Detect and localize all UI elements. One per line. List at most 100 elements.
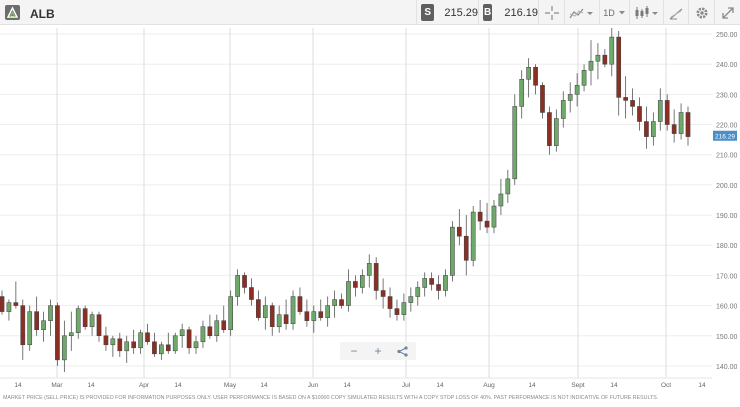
timeframe-selector[interactable]: 1D <box>599 0 629 25</box>
candle <box>186 326 192 354</box>
candle <box>581 64 587 92</box>
zoom-controls: − + <box>340 342 416 360</box>
share-icon <box>396 345 408 357</box>
drawing-tools-button[interactable] <box>663 0 688 25</box>
candle <box>332 290 337 318</box>
x-tick-label: 14 <box>87 382 95 389</box>
candle <box>443 269 448 297</box>
candle <box>512 94 518 185</box>
candle <box>20 299 26 360</box>
candle <box>138 329 143 354</box>
candle <box>103 326 109 351</box>
candle <box>172 332 178 354</box>
sell-price-value: 215.29 <box>444 6 478 19</box>
candle <box>339 293 344 309</box>
candle <box>505 169 511 203</box>
candle <box>353 275 358 297</box>
candle <box>609 28 615 77</box>
candle <box>359 269 365 294</box>
timeframe-label: 1D <box>603 7 615 18</box>
x-tick-label: Oct <box>661 382 671 389</box>
candle <box>48 299 53 336</box>
y-tick-label: 210.00 <box>716 153 738 160</box>
x-tick-label: 14 <box>14 382 22 389</box>
candle <box>470 206 476 267</box>
candle <box>498 178 504 216</box>
chart-type-button[interactable] <box>629 0 663 25</box>
x-tick-label: Apr <box>139 382 150 389</box>
y-tick-label: 240.00 <box>716 62 738 69</box>
candle <box>595 43 601 80</box>
candle <box>62 320 67 372</box>
plot-area <box>0 28 712 378</box>
crosshair-button[interactable] <box>538 0 564 25</box>
candle <box>373 257 379 300</box>
candle <box>179 323 185 348</box>
share-button[interactable] <box>392 343 412 359</box>
candle <box>574 73 580 107</box>
candle <box>269 302 275 336</box>
candle <box>325 296 331 327</box>
candle <box>477 199 483 231</box>
candle <box>117 332 123 357</box>
x-tick-label: Jun <box>308 382 319 389</box>
candlestick-chart[interactable]: 250.00 240.00 230.00 220.00 210.00 200.00 190.… <box>0 26 740 395</box>
indicators-button[interactable] <box>564 0 599 25</box>
gear-icon <box>696 7 707 18</box>
sell-tag: S <box>421 4 435 21</box>
candle <box>256 290 261 321</box>
candle <box>131 329 136 354</box>
current-price-marker <box>713 130 737 141</box>
candle <box>463 215 469 276</box>
candle <box>644 106 649 149</box>
y-tick-label: 140.00 <box>716 364 738 371</box>
candle <box>235 269 240 306</box>
candle <box>34 296 39 336</box>
candle <box>55 302 60 366</box>
candle <box>145 323 150 345</box>
candle <box>124 335 130 363</box>
y-tick-label: 250.00 <box>716 32 738 39</box>
candlestick-icon <box>635 5 658 19</box>
candle <box>0 290 5 315</box>
zoom-in-button[interactable]: + <box>374 344 382 358</box>
candle <box>193 335 199 354</box>
candle <box>214 314 220 342</box>
y-tick-label: 220.00 <box>716 123 738 130</box>
candle <box>623 76 628 119</box>
candle <box>68 311 74 351</box>
sell-price-box[interactable]: S 215.29 <box>416 0 478 25</box>
x-tick-label: 14 <box>698 382 706 389</box>
candle <box>651 112 656 146</box>
candle <box>82 305 88 330</box>
candle <box>519 70 525 119</box>
candle <box>41 311 46 342</box>
candle <box>387 287 393 318</box>
drawing-tools-icon <box>669 8 683 19</box>
candle <box>685 106 691 146</box>
x-tick-label: 14 <box>260 382 268 389</box>
y-tick-label: 200.00 <box>716 183 738 190</box>
x-tick-label: Jul <box>402 382 411 389</box>
fullscreen-button[interactable] <box>714 0 740 25</box>
y-tick-label: 230.00 <box>716 92 738 99</box>
disclaimer-text: MARKET PRICE (SELL PRICE) IS PROVIDED FO… <box>3 395 659 401</box>
candle <box>311 305 317 333</box>
settings-button[interactable] <box>688 0 714 25</box>
candle <box>200 320 206 348</box>
candle <box>228 290 233 336</box>
candle <box>567 82 573 113</box>
candle <box>457 209 462 246</box>
buy-price-box[interactable]: B 216.19 <box>478 0 538 25</box>
candle <box>165 332 171 354</box>
candle <box>89 311 95 336</box>
zoom-out-button[interactable]: − <box>350 344 358 358</box>
chevron-down-icon <box>618 10 625 14</box>
candle <box>436 275 441 300</box>
candle <box>75 305 81 339</box>
candle <box>450 221 455 282</box>
candle <box>401 293 407 321</box>
candle <box>318 299 324 321</box>
candle <box>560 91 566 128</box>
